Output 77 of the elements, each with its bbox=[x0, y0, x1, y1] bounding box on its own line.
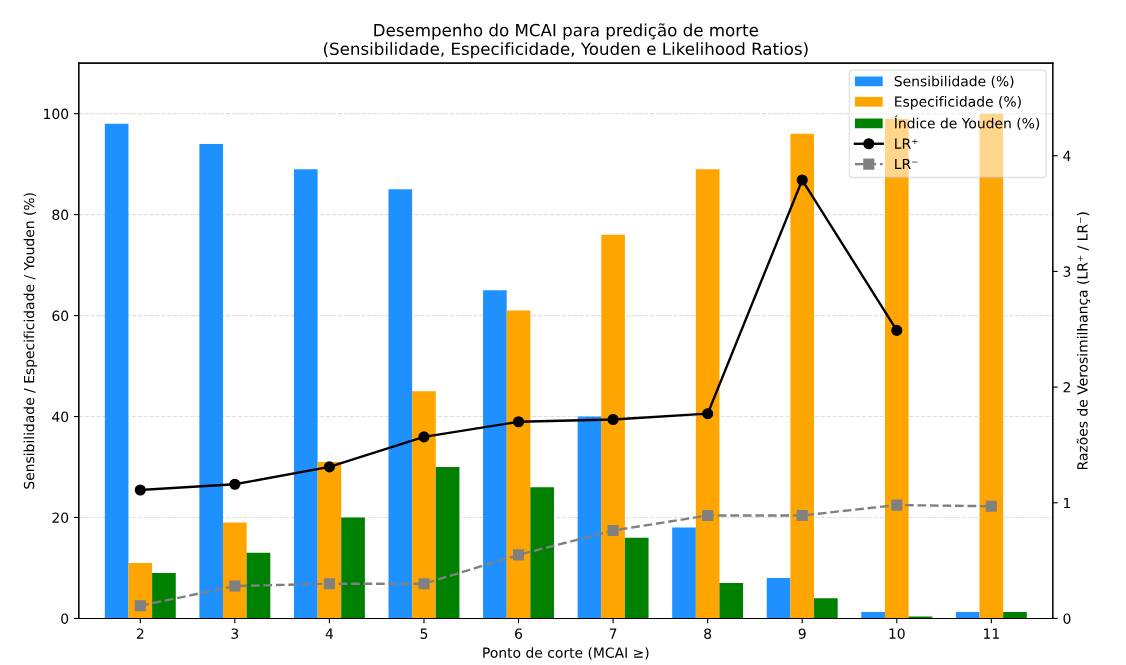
y2-axis-title: Razões de Verosimilhança (LR⁺ / LR⁻) bbox=[1076, 212, 1091, 470]
x-axis-title: Ponto de corte (MCAI ≥) bbox=[483, 647, 649, 660]
x-tick-label: 8 bbox=[704, 628, 712, 639]
bar bbox=[601, 234, 625, 619]
y-tick-label: 100 bbox=[44, 108, 69, 120]
x-tick-label: 9 bbox=[798, 628, 806, 639]
bar bbox=[341, 517, 365, 619]
bar bbox=[790, 133, 815, 619]
y2-tick-label: 3 bbox=[1063, 266, 1071, 277]
y-tick-label: 40 bbox=[52, 411, 69, 423]
bar bbox=[246, 552, 271, 619]
bar bbox=[104, 123, 129, 619]
point bbox=[229, 580, 241, 592]
legend-label: LR⁻ bbox=[895, 158, 918, 170]
bar bbox=[128, 562, 153, 619]
point bbox=[418, 578, 430, 590]
y2-tick-label: 0 bbox=[1063, 613, 1071, 624]
x-tick-label: 7 bbox=[609, 628, 617, 639]
bar bbox=[435, 467, 460, 619]
point bbox=[512, 416, 525, 428]
bar bbox=[293, 169, 318, 619]
point bbox=[323, 461, 335, 473]
legend-label: Índice de Youden (%) bbox=[894, 115, 1040, 131]
bar bbox=[861, 611, 885, 619]
bar bbox=[412, 391, 436, 619]
bar bbox=[530, 487, 554, 619]
y-axis-title: Sensibilidade / Especificidade / Youden (%) bbox=[23, 193, 38, 489]
bar bbox=[814, 598, 838, 619]
bar bbox=[766, 578, 791, 619]
point bbox=[323, 578, 335, 590]
bar bbox=[223, 522, 247, 619]
point bbox=[418, 431, 430, 443]
bar bbox=[577, 416, 602, 619]
y-tick-label: 60 bbox=[52, 310, 69, 322]
bar bbox=[695, 169, 720, 619]
bar bbox=[908, 616, 933, 619]
point bbox=[702, 408, 714, 420]
point bbox=[891, 324, 903, 336]
x-tick-label: 11 bbox=[984, 628, 999, 639]
x-tick-label: 4 bbox=[325, 628, 334, 639]
point bbox=[985, 500, 997, 512]
bar bbox=[672, 527, 696, 619]
x-tick-label: 5 bbox=[420, 628, 428, 639]
legend-label: Especificidade (%) bbox=[895, 96, 1021, 110]
point bbox=[796, 174, 808, 186]
y-tick-label: 0 bbox=[61, 613, 69, 624]
bar bbox=[199, 143, 224, 619]
bar bbox=[483, 290, 507, 619]
point bbox=[134, 600, 146, 612]
legend-label: LR⁺ bbox=[895, 138, 918, 149]
point bbox=[134, 484, 146, 496]
y2-tick-label: 2 bbox=[1063, 382, 1070, 393]
point bbox=[891, 499, 903, 511]
point bbox=[229, 478, 241, 490]
y-tick-label: 80 bbox=[52, 209, 69, 221]
bar bbox=[624, 537, 649, 619]
bar bbox=[317, 461, 342, 619]
bar bbox=[719, 583, 744, 619]
legend-label: Sensibilidade (%) bbox=[894, 75, 1014, 89]
x-tick-label: 10 bbox=[889, 628, 905, 639]
point bbox=[512, 549, 525, 561]
bar bbox=[506, 310, 531, 619]
point bbox=[607, 524, 619, 537]
x-tick-label: 3 bbox=[231, 628, 239, 639]
point bbox=[796, 509, 808, 522]
chart-title: Desempenho do MCAI para predição de morte (Sensibilidade, Especificidade, Youden e Likelihood Ratios) bbox=[323, 23, 808, 59]
x-tick-label: 6 bbox=[515, 628, 523, 639]
y2-tick-label: 4 bbox=[1063, 150, 1071, 161]
x-tick-label: 2 bbox=[136, 628, 144, 639]
bar bbox=[388, 189, 413, 619]
point bbox=[702, 509, 714, 522]
bar bbox=[152, 573, 176, 619]
y-tick-label: 20 bbox=[52, 512, 69, 523]
bar bbox=[955, 611, 980, 619]
bar bbox=[1003, 611, 1027, 619]
y2-tick-label: 1 bbox=[1064, 497, 1071, 509]
point bbox=[607, 413, 619, 426]
